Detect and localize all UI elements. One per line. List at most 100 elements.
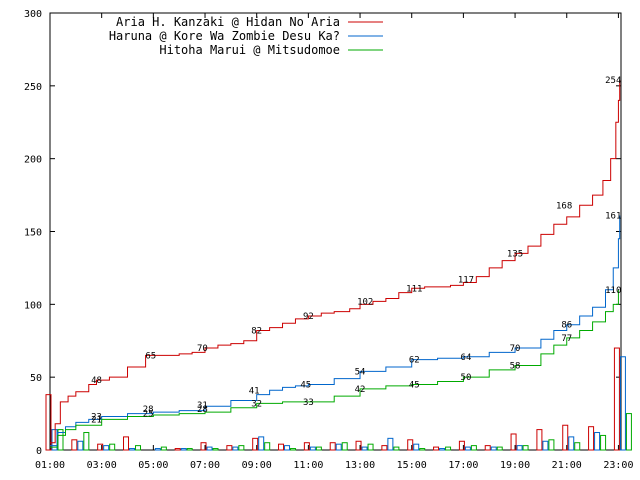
histogram-bar [174, 448, 181, 451]
histogram-bar [510, 433, 517, 451]
histogram-bar [129, 448, 136, 451]
histogram-bar [413, 443, 420, 451]
x-tick-label: 09:00 [242, 460, 272, 471]
data-label: 41 [249, 386, 260, 396]
data-label: 111 [406, 284, 422, 294]
histogram-bar [212, 448, 219, 451]
histogram-bar [45, 394, 52, 451]
histogram-bar [536, 429, 543, 451]
series-line [50, 80, 621, 444]
histogram-bar [381, 445, 388, 451]
histogram-bar [160, 446, 167, 451]
y-tick-label: 150 [24, 228, 42, 239]
histogram-bar [284, 445, 291, 451]
data-label: 33 [303, 398, 314, 408]
y-tick-label: 100 [24, 300, 42, 311]
data-label: 32 [251, 399, 262, 409]
data-label: 50 [461, 373, 472, 383]
data-label: 70 [197, 344, 208, 354]
histogram-bar [407, 439, 414, 451]
histogram-bar [264, 442, 271, 451]
data-label: 70 [510, 344, 521, 354]
histogram-bar [470, 445, 477, 451]
histogram-bar [361, 446, 368, 451]
data-label: 117 [458, 276, 474, 286]
histogram-bar [568, 436, 575, 451]
histogram-bars [45, 347, 632, 451]
histogram-bar [490, 446, 497, 451]
histogram-bar [496, 446, 503, 451]
x-tick-label: 11:00 [293, 460, 323, 471]
histogram-bar [542, 440, 549, 451]
x-tick-label: 03:00 [87, 460, 117, 471]
data-label: 23 [91, 412, 102, 422]
histogram-bar [341, 442, 348, 451]
data-label: 77 [561, 334, 572, 344]
histogram-bar [97, 443, 104, 451]
histogram-bar [71, 439, 78, 451]
data-label: 28 [143, 405, 154, 415]
series-lines [50, 80, 621, 448]
data-label: 42 [355, 385, 366, 395]
histogram-bar [77, 440, 84, 451]
x-tick-label: 07:00 [190, 460, 220, 471]
histogram-bar [439, 448, 446, 451]
data-label: 48 [91, 376, 102, 386]
x-tick-label: 19:00 [500, 460, 530, 471]
histogram-bar [103, 445, 110, 451]
histogram-bar [458, 440, 465, 451]
histogram-bar [232, 446, 239, 451]
histogram-bar [258, 436, 265, 451]
data-label: 92 [303, 312, 314, 322]
x-tick-label: 21:00 [552, 460, 582, 471]
histogram-bar [135, 445, 142, 451]
histogram-bar [186, 448, 193, 451]
histogram-bar [329, 442, 336, 451]
x-tick-label: 23:00 [603, 460, 633, 471]
legend-entry-label: Hitoha Marui @ Mitsudomoe [159, 43, 340, 57]
histogram-bar [522, 445, 529, 451]
y-tick-label: 0 [36, 446, 42, 457]
histogram-bar [562, 424, 569, 451]
data-label: 58 [510, 362, 521, 372]
data-label: 168 [556, 201, 572, 211]
histogram-bar [613, 347, 620, 451]
data-label: 86 [561, 321, 572, 331]
data-label: 45 [409, 380, 420, 390]
histogram-bar [433, 446, 440, 451]
data-label: 54 [355, 367, 366, 377]
legend-entry-label: Haruna @ Kore Wa Zombie Desu Ka? [109, 29, 340, 43]
series-line [50, 289, 619, 448]
data-label: 25 [143, 410, 154, 420]
histogram-bar [419, 448, 426, 451]
data-label: 28 [197, 405, 208, 415]
x-tick-label: 15:00 [397, 460, 427, 471]
histogram-bar [619, 356, 626, 451]
x-tick-label: 05:00 [138, 460, 168, 471]
y-tick-label: 300 [24, 9, 42, 20]
y-tick-label: 50 [30, 373, 42, 384]
histogram-bar [464, 446, 471, 451]
data-label: 135 [507, 249, 523, 259]
x-tick-label: 17:00 [448, 460, 478, 471]
histogram-bar [625, 413, 632, 451]
y-tick-label: 250 [24, 82, 42, 93]
histogram-bar [594, 432, 601, 451]
data-label: 31 [197, 401, 208, 411]
data-label: 254 [605, 76, 621, 86]
series-line [50, 215, 621, 447]
histogram-bar [180, 448, 187, 451]
histogram-bar [154, 448, 161, 451]
histogram-bar [83, 432, 90, 451]
x-tick-label: 01:00 [35, 460, 65, 471]
histogram-bar [51, 429, 58, 451]
histogram-bar [226, 445, 233, 451]
data-label: 21 [91, 415, 102, 425]
histogram-bar [303, 442, 310, 451]
histogram-bar [355, 440, 362, 451]
data-label: 161 [605, 211, 621, 221]
histogram-bar [252, 437, 259, 451]
histogram-bar [588, 426, 595, 451]
